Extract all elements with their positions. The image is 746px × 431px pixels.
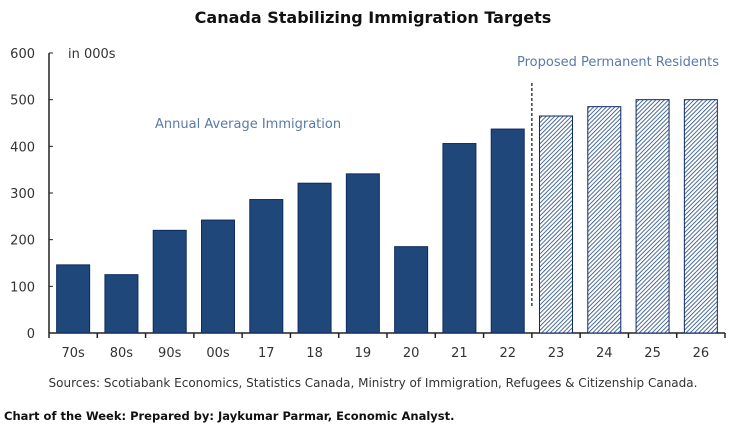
footer-credit: Chart of the Week: Prepared by: Jaykumar… [4, 409, 455, 423]
bar [297, 182, 332, 334]
x-tick-label: 21 [451, 346, 468, 361]
y-tick-label: 200 [10, 234, 35, 249]
annotation-annual-average: Annual Average Immigration [155, 117, 341, 132]
unit-label: in 000s [68, 47, 116, 62]
y-tick-label: 400 [10, 140, 35, 155]
y-tick-label: 300 [10, 187, 35, 202]
y-tick-label: 0 [27, 327, 35, 342]
x-tick-label: 80s [110, 346, 134, 361]
x-tick-label: 26 [693, 346, 710, 361]
x-tick-label: 90s [158, 346, 182, 361]
bar [104, 274, 139, 334]
bar [152, 229, 187, 334]
bar-proposed [683, 99, 718, 334]
x-tick-label: 24 [596, 346, 613, 361]
y-tick-label: 600 [10, 47, 35, 62]
x-tick-label: 22 [499, 346, 516, 361]
y-tick-label: 500 [10, 94, 35, 109]
x-tick-label: 00s [206, 346, 230, 361]
bar-proposed [587, 106, 622, 334]
bar [56, 264, 91, 334]
x-tick-label: 70s [61, 346, 85, 361]
x-tick-label: 19 [355, 346, 372, 361]
x-tick-label: 18 [306, 346, 323, 361]
x-tick-label: 25 [644, 346, 661, 361]
x-tick-label: 20 [403, 346, 420, 361]
source-note: Sources: Scotiabank Economics, Statistic… [48, 376, 698, 390]
bar [490, 128, 525, 334]
bar-proposed [635, 99, 670, 334]
annotation-proposed: Proposed Permanent Residents [517, 55, 719, 70]
chart-title: Canada Stabilizing Immigration Targets [194, 8, 552, 27]
bar [249, 199, 284, 334]
x-tick-label: 17 [258, 346, 275, 361]
y-tick-label: 100 [10, 280, 35, 295]
bar-proposed [539, 115, 573, 334]
bar [442, 143, 477, 334]
bar [345, 173, 380, 334]
bar [201, 219, 235, 334]
bar [394, 246, 429, 334]
x-tick-label: 23 [548, 346, 565, 361]
